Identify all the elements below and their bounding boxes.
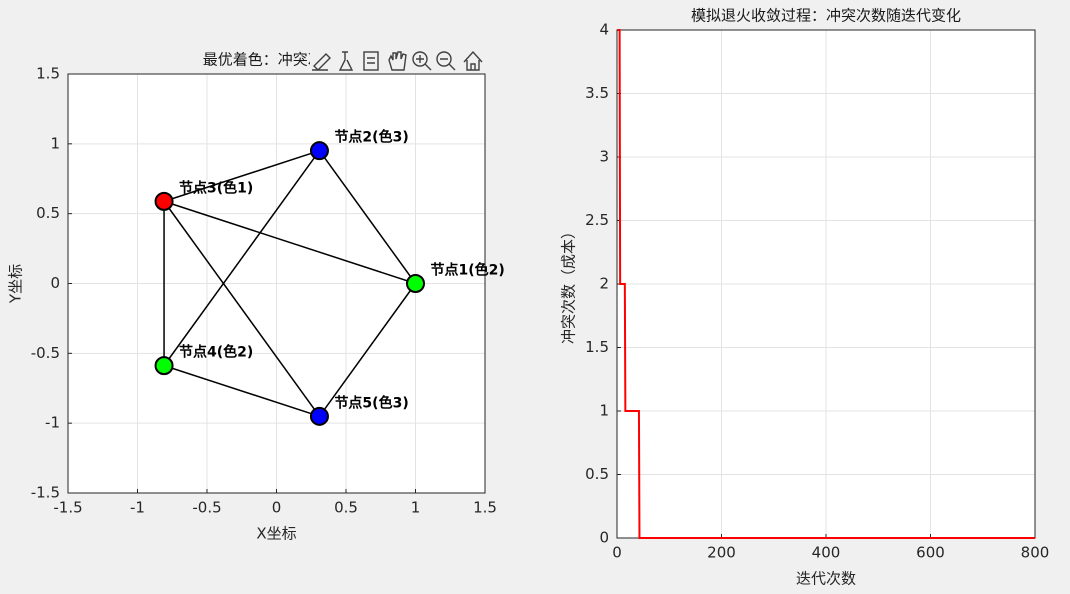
- x-axis-label: X坐标: [256, 525, 296, 543]
- graph: 节点1(色2) 节点2(色3) 节点3(色1) 节点4(色2) 节点5(色3): [154, 129, 505, 426]
- pan-icon[interactable]: [388, 51, 407, 71]
- y-tick-label: 2.5: [585, 211, 609, 229]
- edge: [163, 200, 416, 285]
- node-label: 节点2(色3): [334, 129, 408, 146]
- x-tick-label: 1.5: [473, 499, 497, 517]
- x-tick-label: 400: [812, 544, 841, 562]
- axes-box: [67, 73, 486, 494]
- edge: [318, 150, 417, 284]
- node-label: 节点1(色2): [431, 262, 505, 279]
- edge: [163, 364, 320, 418]
- edge: [318, 283, 417, 417]
- x-tick-label: 200: [707, 544, 736, 562]
- y-tick-label: 1: [50, 134, 60, 152]
- node: [154, 191, 174, 211]
- chart-title: 模拟退火收敛过程：冲突次数随迭代变化: [691, 7, 961, 25]
- zoom-out-icon[interactable]: [436, 51, 452, 67]
- y-tick-label: 2: [599, 275, 609, 293]
- x-tick-label: 600: [916, 544, 945, 562]
- y-tick-label: 4: [599, 21, 609, 39]
- node: [154, 356, 174, 376]
- x-tick-label: 0: [272, 499, 282, 517]
- y-tick-label: 0: [50, 274, 60, 292]
- x-tick-label: -1.5: [53, 499, 82, 517]
- node-label: 节点4(色2): [179, 344, 253, 361]
- y-tick-label: -1: [45, 414, 60, 432]
- data-tip-icon[interactable]: [338, 51, 354, 71]
- y-axis-label: 冲突次数（成本）: [560, 224, 578, 344]
- node: [309, 141, 329, 161]
- y-tick-label: 1.5: [585, 338, 609, 356]
- toolbar: [310, 48, 488, 72]
- node: [309, 406, 329, 426]
- data-line: [617, 29, 1035, 539]
- node-label: 节点5(色3): [334, 394, 408, 411]
- y-tick-label: 0.5: [585, 465, 609, 483]
- x-tick-label: -0.5: [192, 499, 221, 517]
- edge: [163, 149, 320, 203]
- y-tick-label: 3: [599, 148, 609, 166]
- legend-icon[interactable]: [363, 51, 379, 71]
- y-tick-label: 0.5: [36, 204, 60, 222]
- y-tick-label: 1.5: [36, 65, 60, 83]
- brush-icon[interactable]: [312, 53, 331, 71]
- x-tick-label: 0: [612, 544, 622, 562]
- zoom-in-icon[interactable]: [412, 51, 428, 67]
- y-tick-label: 0: [599, 529, 609, 547]
- x-tick-label: 0.5: [334, 499, 358, 517]
- y-tick-label: 3.5: [585, 84, 609, 102]
- x-tick-label: 1: [411, 499, 421, 517]
- x-axis-label: 迭代次数: [796, 570, 856, 588]
- edge: [163, 200, 321, 417]
- x-tick-label: -1: [130, 499, 145, 517]
- x-tick-label: 800: [1021, 544, 1050, 562]
- node: [406, 274, 425, 293]
- home-icon[interactable]: [463, 50, 483, 71]
- y-axis-label: Y坐标: [7, 264, 25, 304]
- node-label: 节点3(色1): [179, 179, 253, 196]
- y-tick-label: -1.5: [31, 484, 60, 502]
- y-tick-label: 1: [599, 402, 609, 420]
- y-tick-label: -0.5: [31, 344, 60, 362]
- edge: [163, 150, 321, 367]
